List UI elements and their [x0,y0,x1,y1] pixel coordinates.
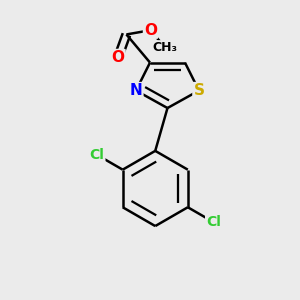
Text: Cl: Cl [206,215,221,229]
Text: N: N [130,83,142,98]
Text: S: S [194,83,205,98]
Text: CH₃: CH₃ [153,41,178,54]
Text: O: O [112,50,124,65]
Text: Cl: Cl [89,148,104,162]
Text: O: O [144,23,157,38]
